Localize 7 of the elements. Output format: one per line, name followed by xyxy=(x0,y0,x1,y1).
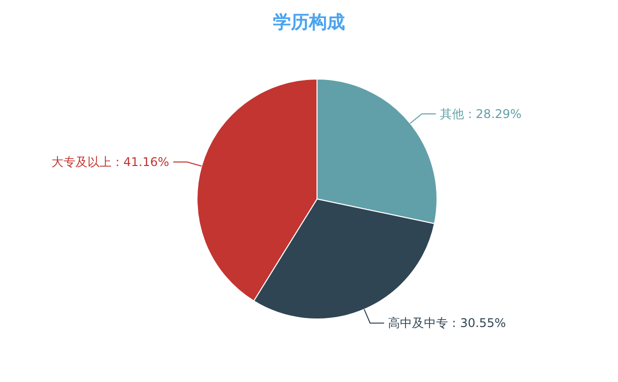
data-label: ：28.29% xyxy=(464,106,522,121)
data-label: ：41.16% xyxy=(111,154,170,169)
data-label: ：30.55% xyxy=(448,316,506,330)
slice-label: 其他 xyxy=(440,106,464,121)
chart-title: 学历构成 xyxy=(273,12,345,33)
slice-label: 高中及中专 xyxy=(388,316,448,330)
slice-label: 大专及以上 xyxy=(51,154,112,169)
